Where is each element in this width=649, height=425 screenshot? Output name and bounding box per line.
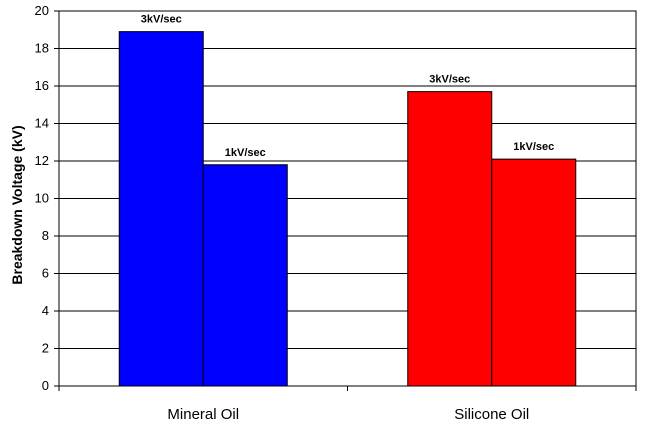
bar-data-label: 3kV/sec xyxy=(429,74,470,86)
plot-border xyxy=(58,10,637,387)
y-tick-label: 8 xyxy=(42,228,49,243)
y-tick-label: 20 xyxy=(35,3,49,18)
y-tick-label: 4 xyxy=(42,303,49,318)
bar-data-label: 3kV/sec xyxy=(141,14,182,26)
bar xyxy=(491,158,577,387)
x-category-label: Silicone Oil xyxy=(454,406,529,423)
y-axis-title: Breakdown Voltage (kV) xyxy=(9,125,25,284)
bar xyxy=(202,164,288,387)
bar xyxy=(407,91,493,387)
y-tick-label: 16 xyxy=(35,78,49,93)
y-tick-label: 2 xyxy=(42,341,49,356)
y-tick-label: 18 xyxy=(35,41,49,56)
bar-data-label: 1kV/sec xyxy=(225,147,266,159)
bars xyxy=(118,31,577,387)
y-tick-label: 14 xyxy=(35,116,49,131)
y-tick-label: 6 xyxy=(42,266,49,281)
bar-data-label: 1kV/sec xyxy=(513,141,554,153)
y-tick-label: 12 xyxy=(35,153,49,168)
bar xyxy=(118,31,204,387)
x-category-label: Mineral Oil xyxy=(167,406,239,423)
y-tick-label: 0 xyxy=(42,378,49,393)
axes xyxy=(54,10,637,391)
y-tick-label: 10 xyxy=(35,191,49,206)
labels: 0 2 4 6 8 10 12 14 16 18 20 3kV/sec 1kV/sec Mineral O… xyxy=(35,3,555,423)
